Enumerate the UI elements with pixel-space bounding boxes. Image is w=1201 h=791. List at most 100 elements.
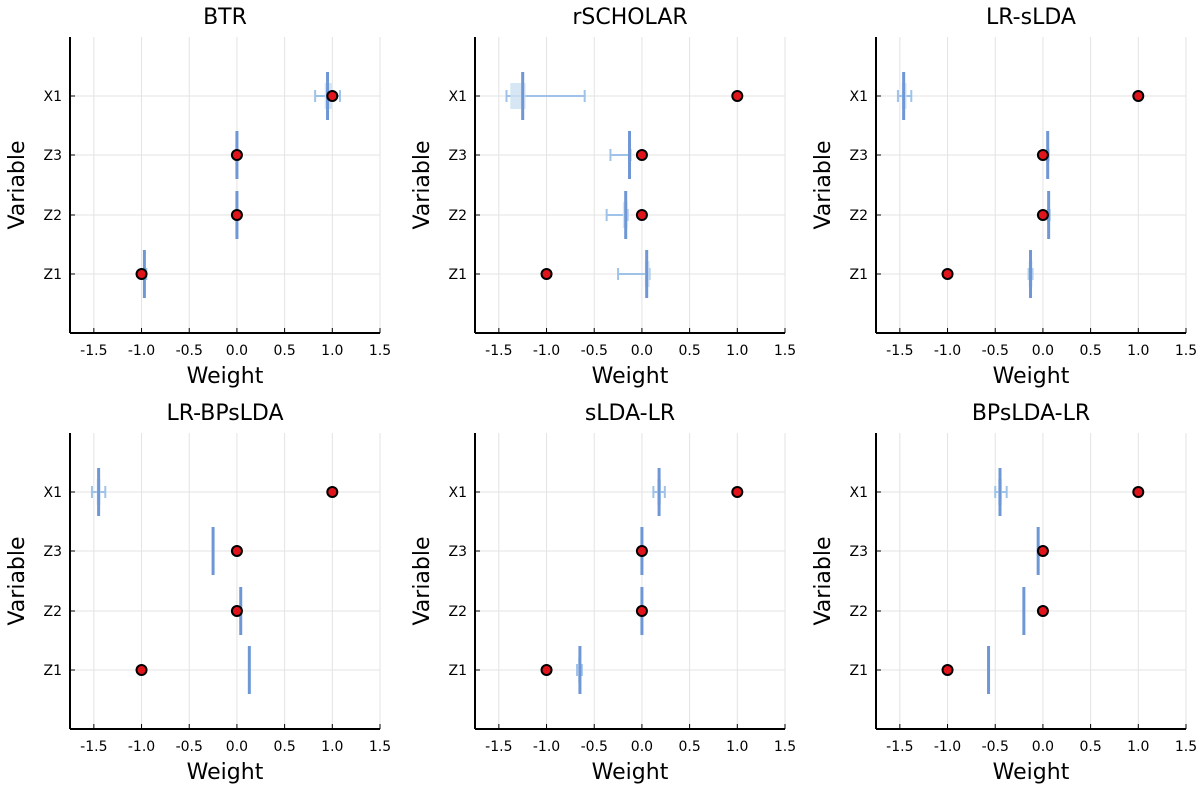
- x-tick-label: -1.0: [533, 739, 560, 755]
- subplot-btr: -1.5 -1.0 -0.5 0.0 0.5 1.0 1.5 Z1 Z2 Z3 X1 BTR Weigh…: [5, 5, 391, 389]
- x-tick-label: -0.5: [176, 343, 203, 359]
- true-value-point: [230, 209, 243, 221]
- true-value-point: [1132, 90, 1145, 102]
- x-tick-label: 0.5: [1079, 739, 1101, 755]
- x-tick-label: -1.5: [886, 343, 913, 359]
- true-value-point: [635, 149, 648, 161]
- x-axis-label: Weight: [592, 364, 669, 389]
- x-tick-label: 0.0: [226, 739, 248, 755]
- y-tick-label: Z1: [449, 663, 468, 679]
- y-tick-label: X1: [850, 485, 869, 501]
- subplot-title: LR-BPsLDA: [166, 401, 283, 426]
- true-value-point: [1036, 209, 1049, 221]
- true-value-point: [540, 664, 553, 676]
- subplot-rscholar: -1.5 -1.0 -0.5 0.0 0.5 1.0 1.5 Z1 Z2 Z3 X1 rSCHOLAR…: [410, 5, 796, 389]
- y-tick-label: Z3: [44, 148, 63, 164]
- x-axis-label: Weight: [187, 364, 264, 389]
- x-axis-label: Weight: [993, 364, 1070, 389]
- y-tick-label: Z1: [44, 663, 63, 679]
- x-tick-label: -0.5: [581, 739, 608, 755]
- x-tick-label: 1.0: [1127, 343, 1149, 359]
- x-tick-label: 0.5: [678, 739, 700, 755]
- x-tick-label: 0.5: [273, 343, 295, 359]
- x-tick-label: -0.5: [982, 343, 1009, 359]
- x-tick-label: 1.5: [774, 739, 796, 755]
- y-tick-label: Z3: [850, 544, 869, 560]
- true-value-point: [135, 268, 148, 280]
- x-tick-label: -0.5: [581, 343, 608, 359]
- x-tick-label: 0.0: [631, 343, 653, 359]
- y-tick-label: Z2: [449, 208, 468, 224]
- x-tick-label: 0.0: [631, 739, 653, 755]
- y-axis-label: Variable: [5, 140, 30, 229]
- true-value-point: [230, 149, 243, 161]
- x-tick-label: 1.0: [321, 739, 343, 755]
- y-tick-label: X1: [850, 89, 869, 105]
- true-value-point: [731, 90, 744, 102]
- x-tick-label: -1.5: [80, 739, 107, 755]
- x-tick-label: 1.5: [1175, 739, 1197, 755]
- x-tick-label: 0.5: [1079, 343, 1101, 359]
- y-tick-label: Z3: [449, 148, 468, 164]
- subplot-title: rSCHOLAR: [572, 5, 687, 30]
- x-tick-label: -1.5: [485, 343, 512, 359]
- y-tick-label: Z1: [449, 267, 468, 283]
- x-tick-label: -1.5: [485, 739, 512, 755]
- x-tick-label: -1.5: [886, 739, 913, 755]
- true-value-point: [135, 664, 148, 676]
- x-tick-label: -1.0: [533, 343, 560, 359]
- x-tick-label: 1.0: [726, 739, 748, 755]
- y-tick-label: Z1: [850, 267, 869, 283]
- y-tick-label: X1: [449, 485, 468, 501]
- x-tick-label: 1.0: [321, 343, 343, 359]
- x-axis-label: Weight: [187, 760, 264, 785]
- true-value-point: [1036, 605, 1049, 617]
- x-tick-label: -0.5: [982, 739, 1009, 755]
- y-tick-label: Z2: [449, 604, 468, 620]
- true-value-point: [1036, 149, 1049, 161]
- subplot-title: BTR: [203, 5, 247, 30]
- true-value-point: [540, 268, 553, 280]
- y-axis-label: Variable: [410, 536, 435, 625]
- y-tick-label: Z2: [850, 208, 869, 224]
- y-tick-label: Z2: [850, 604, 869, 620]
- x-axis-label: Weight: [592, 760, 669, 785]
- x-tick-label: 0.0: [1032, 343, 1054, 359]
- y-axis-label: Variable: [5, 536, 30, 625]
- x-tick-label: 1.5: [369, 739, 391, 755]
- x-tick-label: -1.0: [934, 739, 961, 755]
- x-axis-label: Weight: [993, 760, 1070, 785]
- y-tick-label: Z2: [44, 208, 63, 224]
- x-tick-label: 1.5: [1175, 343, 1197, 359]
- true-value-point: [326, 486, 339, 498]
- true-value-point: [731, 486, 744, 498]
- x-tick-label: -1.0: [128, 343, 155, 359]
- y-tick-label: X1: [44, 89, 63, 105]
- x-tick-label: 0.0: [226, 343, 248, 359]
- x-tick-label: -1.0: [128, 739, 155, 755]
- subplot-slda-lr: -1.5 -1.0 -0.5 0.0 0.5 1.0 1.5 Z1 Z2 Z3 X1 sLDA-LR W…: [410, 401, 796, 785]
- subplot-title: LR-sLDA: [986, 5, 1076, 30]
- y-tick-label: Z1: [850, 663, 869, 679]
- x-tick-label: 1.5: [369, 343, 391, 359]
- y-axis-label: Variable: [410, 140, 435, 229]
- true-value-point: [1132, 486, 1145, 498]
- subplot-title: sLDA-LR: [585, 401, 675, 426]
- x-tick-label: 0.5: [678, 343, 700, 359]
- true-value-point: [230, 605, 243, 617]
- x-tick-label: 1.0: [1127, 739, 1149, 755]
- y-tick-label: Z3: [449, 544, 468, 560]
- true-value-point: [326, 90, 339, 102]
- subplot-lr-slda: -1.5 -1.0 -0.5 0.0 0.5 1.0 1.5 Z1 Z2 Z3 X1 LR-sLDA W…: [811, 5, 1197, 389]
- x-tick-label: 0.5: [273, 739, 295, 755]
- true-value-point: [635, 605, 648, 617]
- y-tick-label: X1: [44, 485, 63, 501]
- true-value-point: [1036, 545, 1049, 557]
- x-tick-label: -0.5: [176, 739, 203, 755]
- x-tick-label: -1.5: [80, 343, 107, 359]
- true-value-point: [635, 545, 648, 557]
- x-tick-label: 0.0: [1032, 739, 1054, 755]
- y-axis-label: Variable: [811, 140, 836, 229]
- y-tick-label: X1: [449, 89, 468, 105]
